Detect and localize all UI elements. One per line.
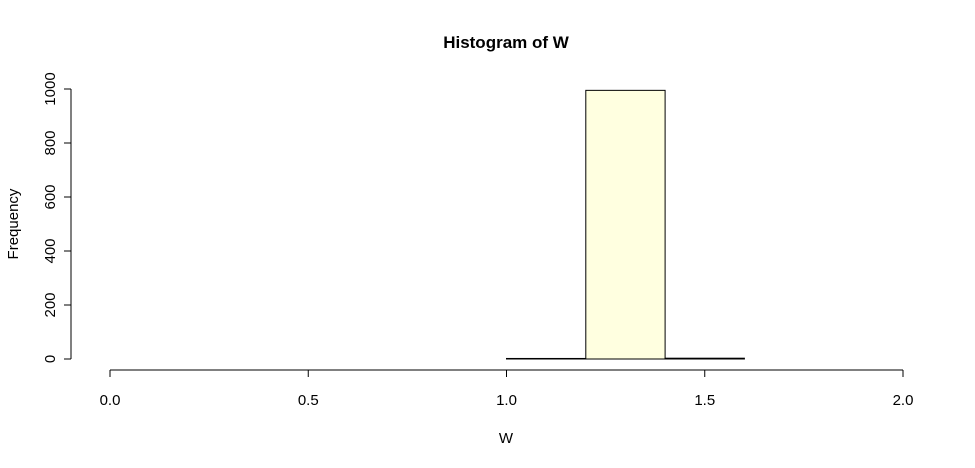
y-tick-label: 400: [42, 238, 59, 263]
x-axis: 0.0 0.5 1.0 1.5 2.0: [100, 369, 914, 409]
y-tick-label: 800: [42, 130, 59, 155]
y-tick-label: 1000: [42, 72, 59, 105]
x-tick-label: 2.0: [893, 392, 914, 409]
x-axis-label: W: [499, 430, 514, 447]
y-axis-label: Frequency: [5, 188, 22, 259]
histogram-bar: [585, 89, 666, 360]
y-tick-label: 200: [42, 292, 59, 317]
chart-title: Histogram of W: [443, 33, 570, 52]
x-tick-label: 0.0: [100, 392, 121, 409]
histogram-bar: [664, 357, 745, 360]
y-tick-label: 0: [42, 355, 59, 363]
x-tick-label: 0.5: [298, 392, 319, 409]
x-tick-label: 1.0: [496, 392, 517, 409]
histogram-bar: [506, 357, 587, 360]
bars-group: [506, 89, 745, 360]
x-tick-label: 1.5: [694, 392, 715, 409]
y-tick-label: 600: [42, 184, 59, 209]
y-axis: 0 200 400 600 800 1000: [42, 72, 72, 363]
